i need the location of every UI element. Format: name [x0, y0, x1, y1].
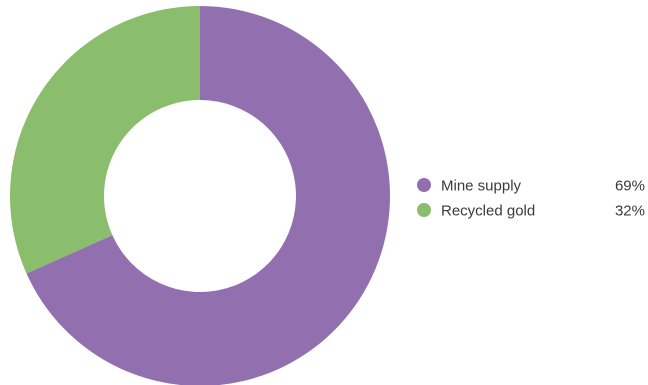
legend-value-recycled-gold: 32%	[615, 203, 645, 220]
legend-label-recycled-gold: Recycled gold	[441, 203, 535, 220]
legend-item-mine-supply: Mine supply 69%	[417, 178, 645, 195]
legend-label-mine-supply: Mine supply	[441, 178, 522, 195]
legend: Mine supply 69% Recycled gold 32%	[417, 178, 645, 220]
legend-item-recycled-gold: Recycled gold 32%	[417, 203, 645, 220]
legend-swatch-mine-supply	[417, 178, 431, 192]
legend-swatch-recycled-gold	[417, 203, 431, 217]
slice-recycled-gold	[9, 6, 201, 274]
slice-mine-supply	[26, 6, 390, 385]
legend-value-mine-supply: 69%	[615, 178, 645, 195]
donut-slices	[9, 6, 390, 385]
